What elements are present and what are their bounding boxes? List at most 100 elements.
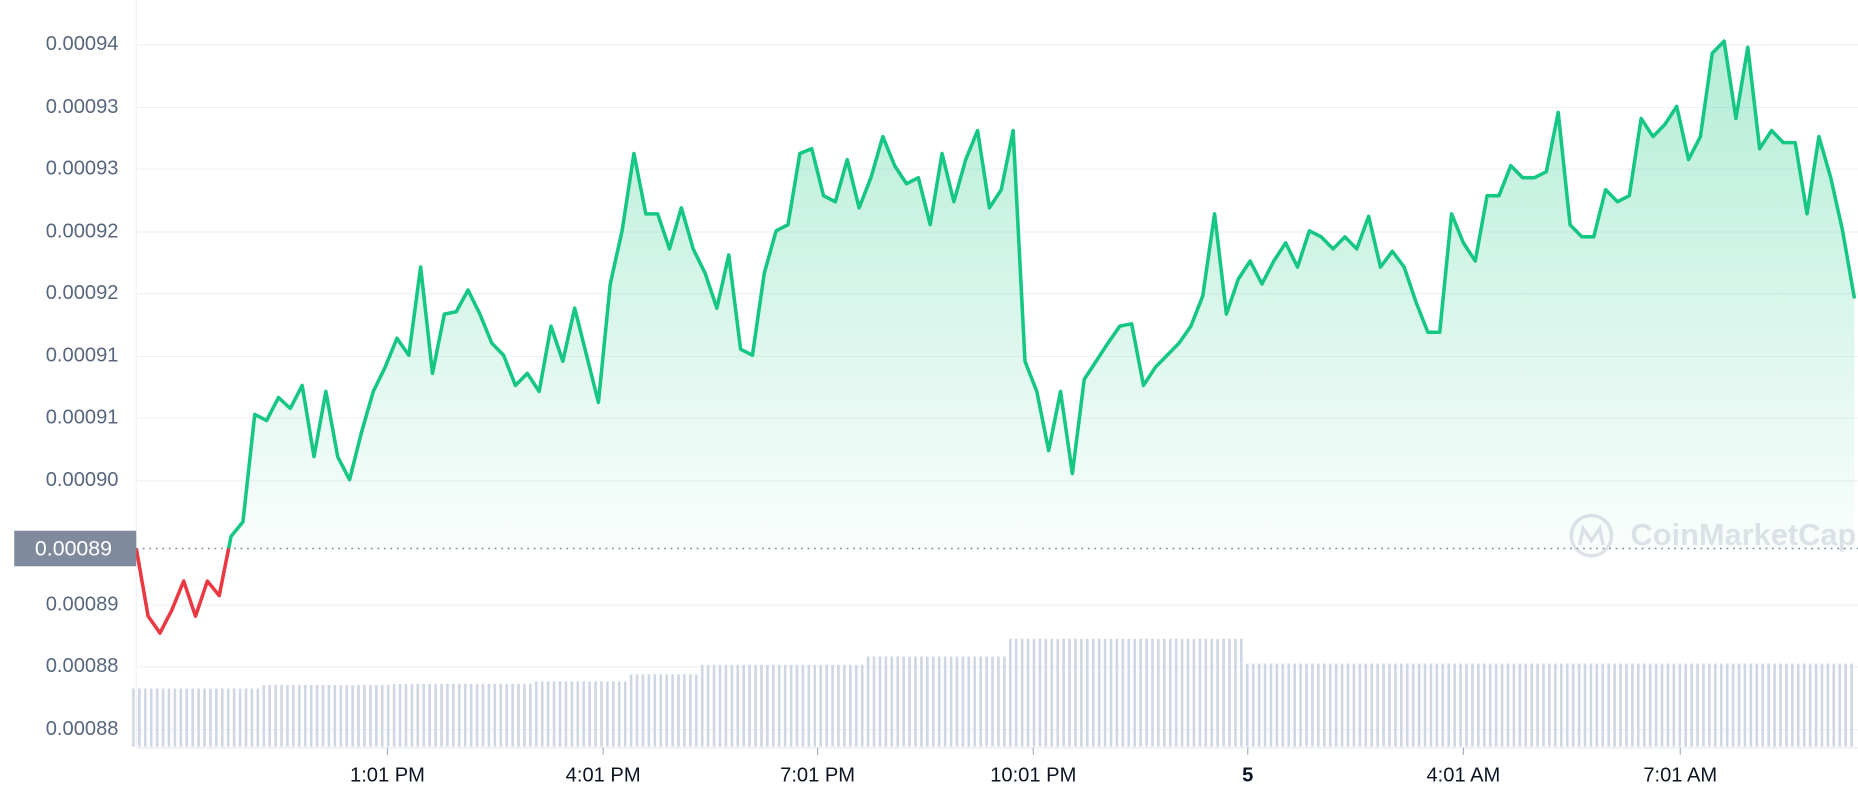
volume-bar: [659, 674, 663, 747]
x-tick-label: 1:01 PM: [350, 765, 425, 787]
volume-bar: [1678, 663, 1682, 747]
volume-bar: [1820, 663, 1824, 747]
volume-bar: [339, 684, 343, 747]
volume-bar: [1370, 663, 1374, 747]
volume-bar: [937, 656, 941, 747]
volume-bar: [1328, 663, 1332, 747]
axes: 0.00094 0.00093 0.00093 0.00092 0.00092 0.000…: [14, 33, 1858, 787]
volume-bar: [1802, 663, 1806, 747]
volume-bar: [1044, 638, 1048, 747]
volume-bar: [475, 683, 479, 747]
volume-bar: [1192, 638, 1196, 747]
volume-bar: [511, 683, 514, 747]
volume-bar: [985, 656, 988, 747]
y-tick-label: 0.00088: [46, 718, 119, 740]
volume-bar: [1180, 638, 1184, 747]
volume-bar: [914, 656, 917, 747]
volume-bar: [143, 688, 147, 747]
volume-bar: [789, 664, 793, 747]
volume-bar: [197, 688, 200, 747]
volume-bar: [487, 683, 491, 747]
volume-bar: [837, 664, 840, 747]
volume-bar: [742, 664, 745, 747]
volume-bar: [1844, 663, 1847, 747]
volume-bar: [967, 656, 971, 747]
volume-bar: [991, 656, 994, 747]
volume-bar: [1145, 638, 1148, 747]
volume-bar: [1174, 638, 1178, 747]
current-price-label: 0.00089: [35, 536, 112, 560]
volume-bar: [1008, 638, 1012, 747]
volume-bar: [1554, 663, 1557, 747]
volume-bar: [1263, 663, 1267, 747]
volume-bar: [215, 688, 218, 747]
volume-bar: [807, 664, 811, 747]
volume-bar: [256, 688, 260, 747]
volume-bar: [1654, 663, 1658, 747]
volume-bar: [185, 688, 189, 747]
volume-bar: [766, 664, 769, 747]
volume-bar: [333, 684, 337, 747]
volume-bar: [1251, 663, 1255, 747]
volume-bar: [594, 681, 597, 747]
volume-bar: [238, 688, 242, 747]
volume-bar: [961, 656, 965, 747]
volume-bar: [1222, 638, 1225, 747]
volume-bar: [1725, 663, 1729, 747]
y-tick-label: 0.00089: [46, 594, 119, 616]
volume-bar: [1785, 663, 1788, 747]
volume-bar: [529, 683, 532, 747]
volume-bar: [730, 664, 734, 747]
volume-bar: [392, 683, 396, 747]
volume-bar: [819, 664, 822, 747]
volume-bar: [1216, 638, 1219, 747]
volume-bar: [535, 681, 538, 747]
volume-bar: [825, 664, 828, 747]
volume-bar: [843, 664, 846, 747]
volume-bar: [1731, 663, 1735, 747]
volume-bar: [138, 688, 141, 747]
volume-bar: [1808, 663, 1812, 747]
y-tick-label: 0.00091: [46, 345, 119, 367]
watermark: CoinMarketCap: [1569, 513, 1856, 558]
volume-bar: [404, 683, 408, 747]
volume-bar: [813, 664, 817, 747]
volume-bar: [1548, 663, 1551, 747]
volume-bar: [979, 656, 982, 747]
volume-bar: [671, 674, 674, 747]
volume-bar: [321, 684, 325, 747]
volume-bar: [1115, 638, 1119, 747]
volume-bar: [1791, 663, 1794, 747]
volume-bar: [653, 674, 657, 747]
volume-bar: [351, 684, 354, 747]
x-tick-label: 7:01 AM: [1643, 765, 1717, 787]
volume-bar: [1471, 663, 1474, 747]
volume-bar: [540, 681, 544, 747]
volume-bar: [380, 684, 384, 747]
volume-bar: [546, 681, 550, 747]
volume-bar: [1086, 638, 1089, 747]
volume-bar: [1340, 663, 1344, 747]
volume-bar: [1500, 663, 1504, 747]
volume-bar: [754, 664, 757, 747]
volume-bar: [1512, 663, 1516, 747]
volume-bar: [1530, 663, 1533, 747]
volume-bar: [689, 674, 692, 747]
volume-bar: [1210, 638, 1214, 747]
volume-bar: [1779, 663, 1782, 747]
volume-bar: [884, 656, 888, 747]
volume-bar: [1068, 638, 1071, 747]
volume-bar: [1577, 663, 1581, 747]
volume-bar: [931, 656, 935, 747]
volume-bar: [1157, 638, 1160, 747]
volume-bar: [866, 656, 870, 747]
volume-bar: [1737, 663, 1741, 747]
volume-bar: [1571, 663, 1575, 747]
volume-bar: [1234, 638, 1237, 747]
volume-bar: [1447, 663, 1451, 747]
volume-bar: [1334, 663, 1338, 747]
volume-bar: [1186, 638, 1190, 747]
volume-bar: [203, 688, 206, 747]
volume-bar: [250, 688, 254, 747]
volume-bar: [398, 683, 402, 747]
